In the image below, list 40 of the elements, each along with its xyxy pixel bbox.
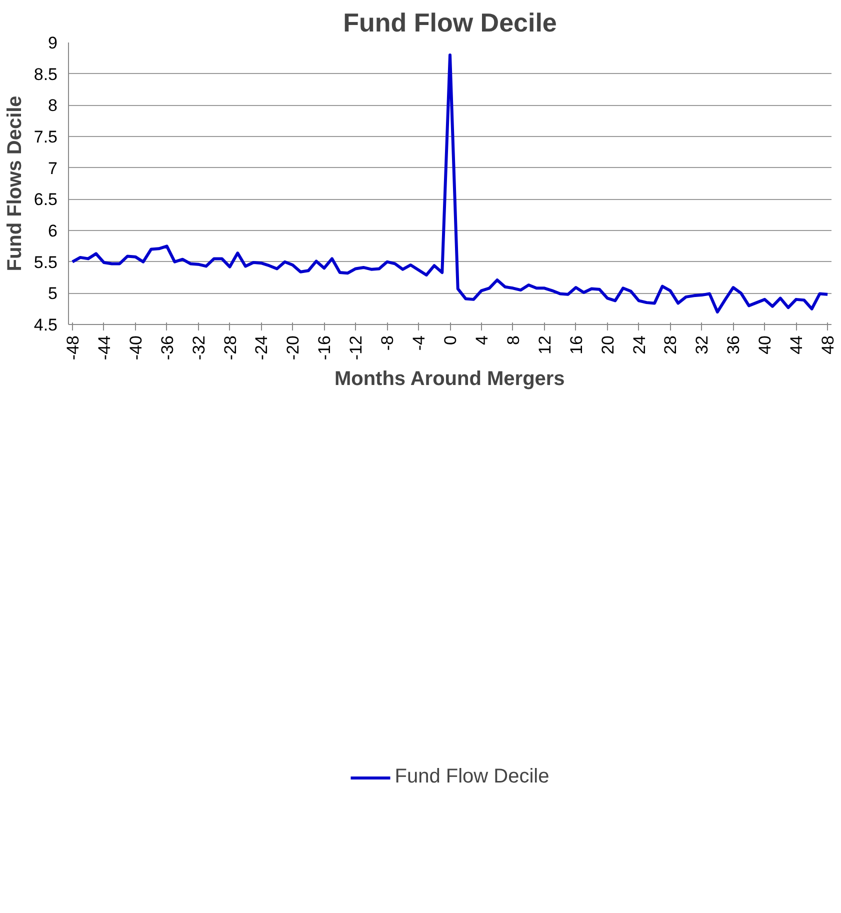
x-tick-label: 16 [566, 335, 586, 354]
x-tick-label: 44 [787, 335, 806, 354]
y-tick-label: 4.5 [34, 316, 58, 334]
legend-label: Fund Flow Decile [394, 766, 550, 789]
x-tick-label: -8 [378, 335, 398, 351]
x-tick-label: -12 [346, 335, 366, 360]
y-tick-label: 6.5 [34, 190, 58, 210]
x-tick-label: -40 [126, 335, 146, 360]
x-tick-label: 48 [818, 335, 838, 354]
chart-title: Fund Flow Decile [343, 8, 557, 38]
x-tick-label: 28 [661, 335, 680, 354]
y-tick-label: 7.5 [34, 128, 58, 146]
x-tick-label: -16 [315, 335, 334, 360]
y-tick-label: 5 [48, 284, 58, 304]
y-tick-label: 6 [48, 222, 58, 240]
y-tick-label: 9 [48, 34, 58, 52]
x-tick-label: 12 [535, 335, 554, 354]
y-tick-label: 7 [48, 158, 58, 178]
x-tick-label: 32 [692, 335, 712, 354]
x-tick-label: -20 [284, 335, 303, 360]
x-tick-label: -48 [63, 335, 82, 360]
x-tick-label: -36 [158, 335, 177, 360]
y-axis-title: Fund Flows Decile [4, 96, 26, 272]
y-tick-label: 8 [48, 96, 58, 116]
y-tick-label: 8.5 [34, 64, 58, 84]
x-tick-label: -32 [189, 335, 208, 360]
x-axis-title: Months Around Mergers [334, 368, 565, 390]
x-tick-label: -24 [252, 335, 272, 360]
x-tick-label: -44 [94, 335, 114, 360]
x-tick-label: 24 [630, 335, 649, 354]
line-series [70, 54, 830, 314]
x-tick-label: 0 [441, 335, 460, 345]
x-tick-label: 40 [756, 335, 775, 354]
y-tick-label: 5.5 [34, 252, 58, 272]
x-tick-label: 4 [472, 335, 492, 345]
x-tick-label: 36 [724, 335, 744, 354]
x-tick-label: -28 [220, 335, 240, 360]
x-tick-label: -4 [410, 335, 429, 351]
x-tick-label: 20 [598, 335, 618, 354]
x-tick-label: 8 [504, 335, 523, 345]
